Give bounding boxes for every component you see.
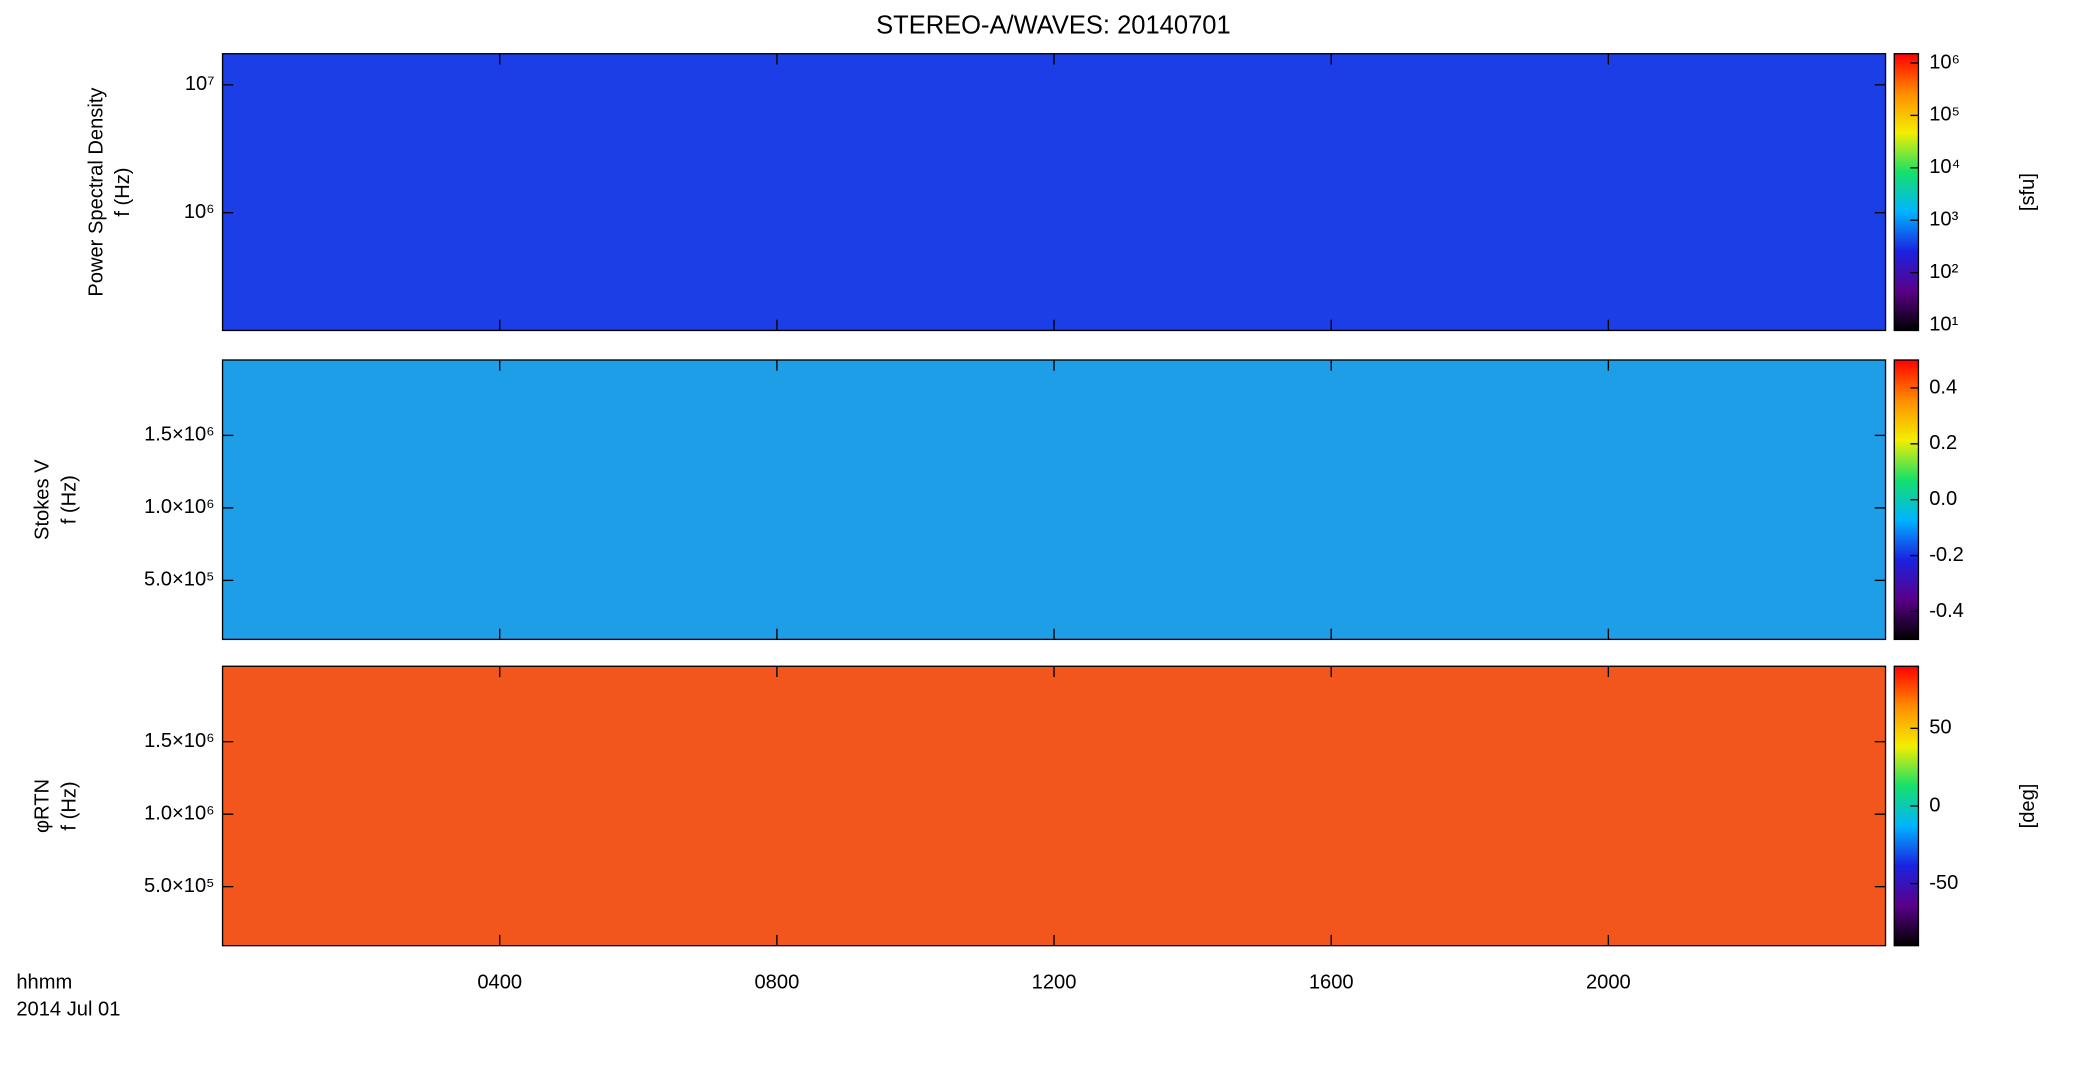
- colorbar-tick-label: 10³: [1929, 209, 1958, 231]
- y-tick-label: 5.0×10⁵: [144, 875, 214, 897]
- chart-title: STEREO-A/WAVES: 20140701: [876, 12, 1231, 40]
- colorbar-label: [sfu]: [2017, 173, 2039, 211]
- y-tick-label: 1.0×10⁶: [144, 802, 214, 824]
- y-axis-label: f (Hz): [58, 781, 80, 830]
- colorbar-tick-label: -0.4: [1929, 600, 1964, 622]
- y-tick-label: 1.5×10⁶: [144, 424, 214, 446]
- x-tick-label: 2000: [1586, 972, 1631, 994]
- y-tick-label: 5.0×10⁵: [144, 569, 214, 591]
- y-tick-label: 1.0×10⁶: [144, 496, 214, 518]
- colorbar-tick-label: 10¹: [1929, 313, 1958, 335]
- y-axis-label: Power Spectral Density: [85, 87, 107, 297]
- y-axis-label: f (Hz): [58, 475, 80, 524]
- x-tick-label: 0800: [754, 972, 799, 994]
- x-axis-label: hhmm: [16, 972, 72, 994]
- colorbar-tick-label: 0: [1929, 794, 1940, 816]
- colorbar-tick-label: 0.4: [1929, 376, 1957, 398]
- y-axis-label: Stokes V: [32, 459, 54, 540]
- y-tick-label: 1.5×10⁶: [144, 730, 214, 752]
- y-axis-label: φRTN: [32, 779, 54, 833]
- colorbar-tick-label: 0.2: [1929, 432, 1957, 454]
- colorbar-tick-label: 0.0: [1929, 488, 1957, 510]
- colorbar-tick-label: 10⁶: [1929, 51, 1960, 73]
- colorbar-tick-label: 50: [1929, 717, 1951, 739]
- spectrogram-panel: [222, 360, 1886, 640]
- spectrogram-panel: [222, 53, 1886, 331]
- x-tick-label: 1600: [1309, 972, 1354, 994]
- x-axis-label: 2014 Jul 01: [16, 998, 120, 1020]
- y-axis-label: f (Hz): [112, 167, 134, 216]
- y-tick-label: 10⁷: [185, 73, 215, 95]
- colorbar-label: [deg]: [2017, 784, 2039, 829]
- x-tick-label: 0400: [477, 972, 522, 994]
- x-tick-label: 1200: [1032, 972, 1077, 994]
- colorbar: [1893, 53, 1920, 332]
- colorbar-tick-label: 10⁵: [1929, 104, 1960, 126]
- colorbar-tick-label: -50: [1929, 872, 1958, 894]
- colorbar-tick-label: 10²: [1929, 261, 1958, 283]
- spectrogram-panel: [222, 666, 1886, 946]
- colorbar-tick-label: -0.2: [1929, 544, 1964, 566]
- colorbar-tick-label: 10⁴: [1929, 156, 1960, 178]
- y-tick-label: 10⁶: [184, 201, 215, 223]
